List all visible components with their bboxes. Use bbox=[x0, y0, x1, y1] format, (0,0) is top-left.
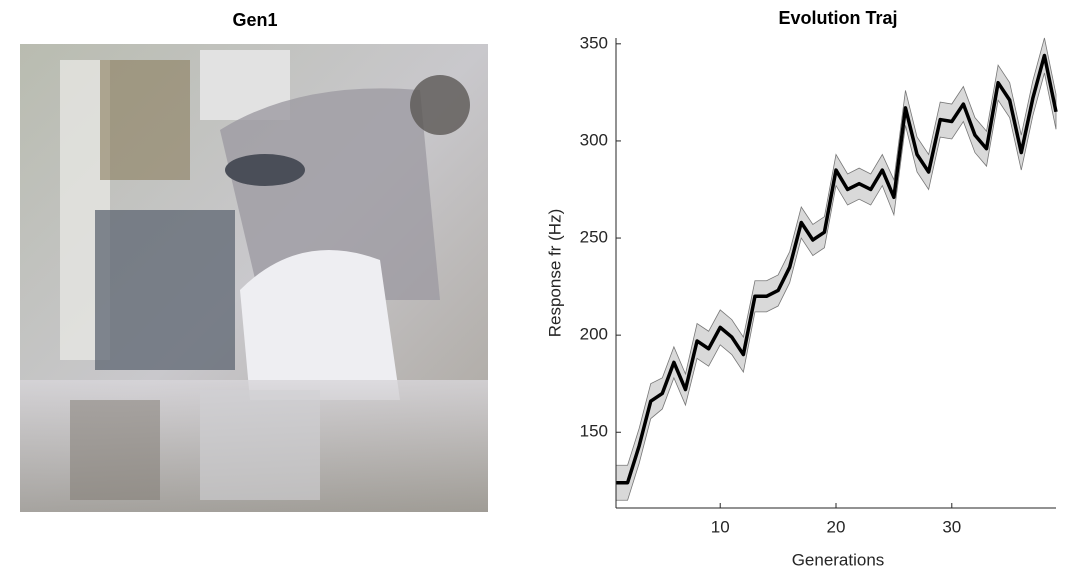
y-tick-label: 150 bbox=[580, 422, 608, 441]
x-tick-label: 20 bbox=[827, 517, 846, 536]
generated-image bbox=[20, 44, 488, 512]
error-band bbox=[616, 38, 1056, 500]
y-tick-label: 300 bbox=[580, 130, 608, 149]
y-axis-label: Response fr (Hz) bbox=[545, 209, 564, 337]
x-tick-label: 10 bbox=[711, 517, 730, 536]
figure: Gen1 Evolution Traj Generations Response… bbox=[0, 0, 1071, 573]
y-tick-label: 350 bbox=[580, 33, 608, 52]
line bbox=[616, 55, 1056, 482]
y-tick-label: 200 bbox=[580, 325, 608, 344]
image-title: Gen1 bbox=[232, 10, 277, 30]
plot: Evolution Traj Generations Response fr (… bbox=[545, 8, 897, 570]
chart-title: Evolution Traj bbox=[778, 8, 897, 28]
x-tick-label: 30 bbox=[942, 517, 961, 536]
y-tick-label: 250 bbox=[580, 228, 608, 247]
x-axis-label: Generations bbox=[792, 550, 885, 569]
